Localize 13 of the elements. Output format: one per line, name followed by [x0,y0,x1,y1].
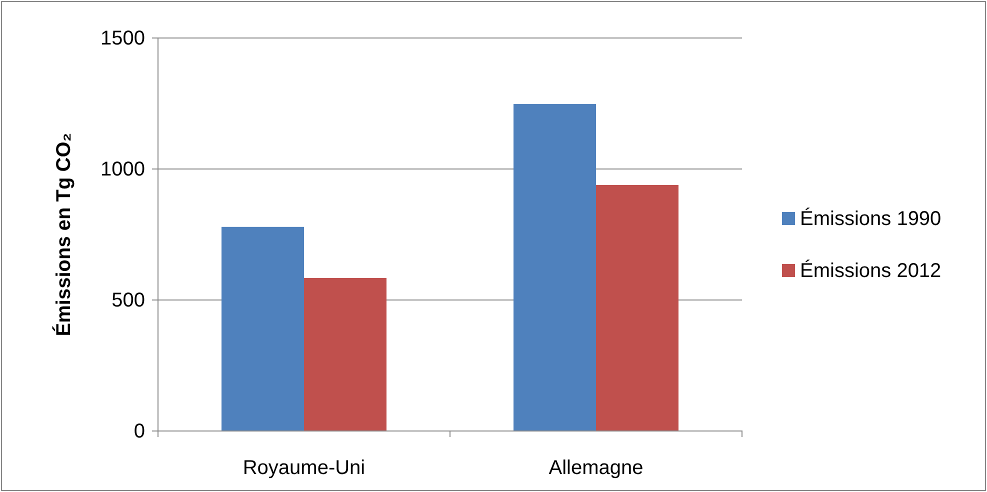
y-tick-label: 1500 [100,27,145,50]
legend-label: Émissions 2012 [800,259,942,282]
bar [222,226,304,431]
x-tick-label: Allemagne [548,457,644,479]
y-tick-label: 500 [112,289,145,312]
bar [304,278,386,431]
legend-label: Émissions 1990 [800,207,942,230]
y-axis-title: Émissions en Tg CO₂ [52,132,75,336]
x-tick-label: Royaume-Uni [242,457,366,479]
y-tick-label: 0 [134,420,145,442]
bar [596,184,678,431]
y-tick-label: 1000 [100,158,145,180]
bar [514,104,596,431]
